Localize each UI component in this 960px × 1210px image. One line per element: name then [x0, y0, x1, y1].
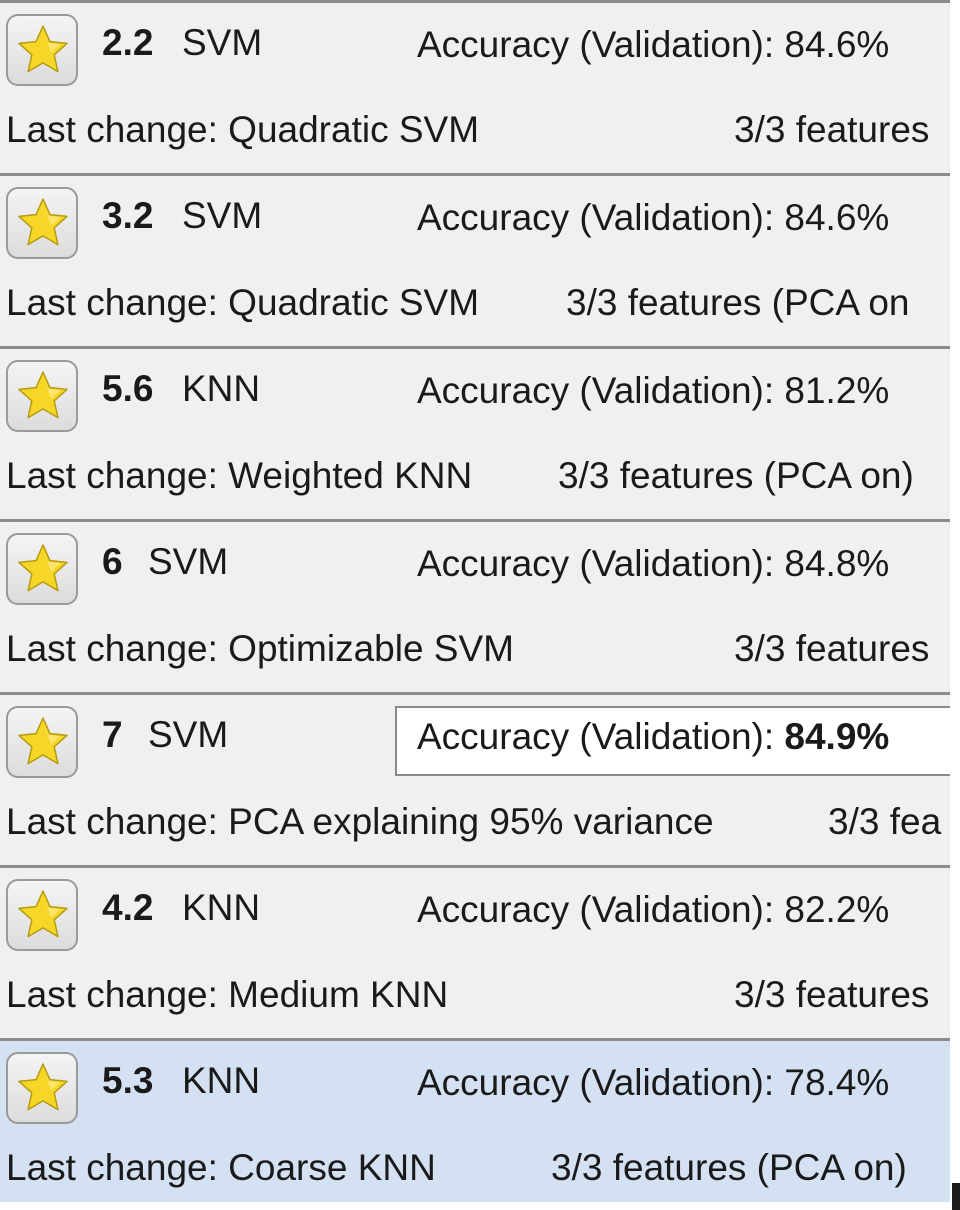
accuracy-text: Accuracy (Validation): 78.4% — [417, 1062, 889, 1104]
accuracy-label: Accuracy (Validation): — [417, 197, 775, 238]
star-icon — [18, 25, 68, 73]
model-type: SVM — [148, 541, 229, 582]
last-change-value: Weighted KNN — [228, 455, 473, 496]
last-change-value: Medium KNN — [228, 974, 449, 1015]
last-change: Last change: PCA explaining 95% variance — [6, 801, 714, 843]
last-change: Last change: Weighted KNN — [6, 455, 472, 497]
accuracy-value: 82.2% — [784, 889, 890, 930]
star-icon — [18, 198, 68, 246]
last-change-value: Coarse KNN — [228, 1147, 436, 1188]
model-item-7[interactable]: 7 SVM Accuracy (Validation): 84.9% Last … — [0, 692, 950, 865]
model-item-6[interactable]: 6 SVM Accuracy (Validation): 84.8% Last … — [0, 519, 950, 692]
model-number: 6 — [102, 541, 123, 582]
accuracy-text: Accuracy (Validation): 82.2% — [417, 889, 889, 931]
model-number: 3.2 — [102, 195, 154, 236]
last-change-label: Last change: — [6, 1147, 218, 1188]
model-number: 4.2 — [102, 887, 154, 928]
model-item-5-6[interactable]: 5.6 KNN Accuracy (Validation): 81.2% Las… — [0, 346, 950, 519]
accuracy-value: 81.2% — [784, 370, 890, 411]
last-change: Last change: Coarse KNN — [6, 1147, 436, 1189]
features-summary: 3/3 features — [734, 628, 930, 669]
last-change-label: Last change: — [6, 109, 218, 150]
accuracy-box: Accuracy (Validation): 84.6% — [395, 14, 950, 84]
accuracy-box: Accuracy (Validation): 84.9% — [395, 706, 950, 776]
model-type: SVM — [182, 195, 263, 236]
favorite-button[interactable] — [6, 1052, 78, 1124]
last-change: Last change: Quadratic SVM — [6, 282, 479, 324]
model-type: KNN — [182, 887, 261, 928]
model-type: KNN — [182, 1060, 261, 1101]
model-item-2-2[interactable]: 2.2 SVM Accuracy (Validation): 84.6% Las… — [0, 0, 950, 173]
accuracy-value: 84.6% — [784, 24, 890, 65]
features-summary: 3/3 fea — [828, 801, 942, 842]
accuracy-box: Accuracy (Validation): 84.6% — [395, 187, 950, 257]
accuracy-label: Accuracy (Validation): — [417, 889, 775, 930]
last-change-value: Optimizable SVM — [228, 628, 514, 669]
last-change-value: Quadratic SVM — [228, 282, 480, 323]
star-icon — [18, 1063, 68, 1111]
accuracy-text: Accuracy (Validation): 84.9% — [417, 716, 889, 758]
model-number: 2.2 — [102, 22, 154, 63]
model-number: 5.6 — [102, 368, 154, 409]
last-change-label: Last change: — [6, 974, 218, 1015]
model-number: 5.3 — [102, 1060, 154, 1101]
favorite-button[interactable] — [6, 706, 78, 778]
model-type: SVM — [182, 22, 263, 63]
accuracy-label: Accuracy (Validation): — [417, 370, 775, 411]
features-summary: 3/3 features — [734, 974, 930, 1015]
favorite-button[interactable] — [6, 879, 78, 951]
accuracy-box: Accuracy (Validation): 81.2% — [395, 360, 950, 430]
features-summary: 3/3 features (PCA on) — [558, 455, 914, 496]
accuracy-text: Accuracy (Validation): 84.6% — [417, 24, 889, 66]
favorite-button[interactable] — [6, 533, 78, 605]
star-icon — [18, 717, 68, 765]
last-change-label: Last change: — [6, 455, 218, 496]
accuracy-box: Accuracy (Validation): 82.2% — [395, 879, 950, 949]
last-change-label: Last change: — [6, 628, 218, 669]
accuracy-text: Accuracy (Validation): 84.6% — [417, 197, 889, 239]
accuracy-box: Accuracy (Validation): 78.4% — [395, 1052, 950, 1122]
scrollbar-edge[interactable] — [952, 1183, 960, 1210]
last-change: Last change: Quadratic SVM — [6, 109, 479, 151]
favorite-button[interactable] — [6, 14, 78, 86]
favorite-button[interactable] — [6, 187, 78, 259]
accuracy-value: 84.9% — [784, 716, 890, 757]
accuracy-text: Accuracy (Validation): 84.8% — [417, 543, 889, 585]
model-type: KNN — [182, 368, 261, 409]
model-item-4-2[interactable]: 4.2 KNN Accuracy (Validation): 82.2% Las… — [0, 865, 950, 1038]
favorite-button[interactable] — [6, 360, 78, 432]
model-number: 7 — [102, 714, 123, 755]
last-change-value: Quadratic SVM — [228, 109, 480, 150]
features-summary: 3/3 features — [734, 109, 930, 150]
last-change: Last change: Optimizable SVM — [6, 628, 514, 670]
last-change-label: Last change: — [6, 801, 218, 842]
star-icon — [18, 544, 68, 592]
accuracy-label: Accuracy (Validation): — [417, 543, 775, 584]
model-item-3-2[interactable]: 3.2 SVM Accuracy (Validation): 84.6% Las… — [0, 173, 950, 346]
star-icon — [18, 371, 68, 419]
accuracy-value: 84.8% — [784, 543, 890, 584]
accuracy-box: Accuracy (Validation): 84.8% — [395, 533, 950, 603]
features-summary: 3/3 features (PCA on) — [551, 1147, 907, 1188]
star-icon — [18, 890, 68, 938]
accuracy-text: Accuracy (Validation): 81.2% — [417, 370, 889, 412]
last-change-label: Last change: — [6, 282, 218, 323]
accuracy-label: Accuracy (Validation): — [417, 716, 775, 757]
last-change-value: PCA explaining 95% variance — [228, 801, 714, 842]
model-type: SVM — [148, 714, 229, 755]
accuracy-label: Accuracy (Validation): — [417, 1062, 775, 1103]
last-change: Last change: Medium KNN — [6, 974, 448, 1016]
accuracy-value: 78.4% — [784, 1062, 890, 1103]
model-item-5-3[interactable]: 5.3 KNN Accuracy (Validation): 78.4% Las… — [0, 1038, 950, 1202]
features-summary: 3/3 features (PCA on — [566, 282, 910, 323]
accuracy-value: 84.6% — [784, 197, 890, 238]
accuracy-label: Accuracy (Validation): — [417, 24, 775, 65]
